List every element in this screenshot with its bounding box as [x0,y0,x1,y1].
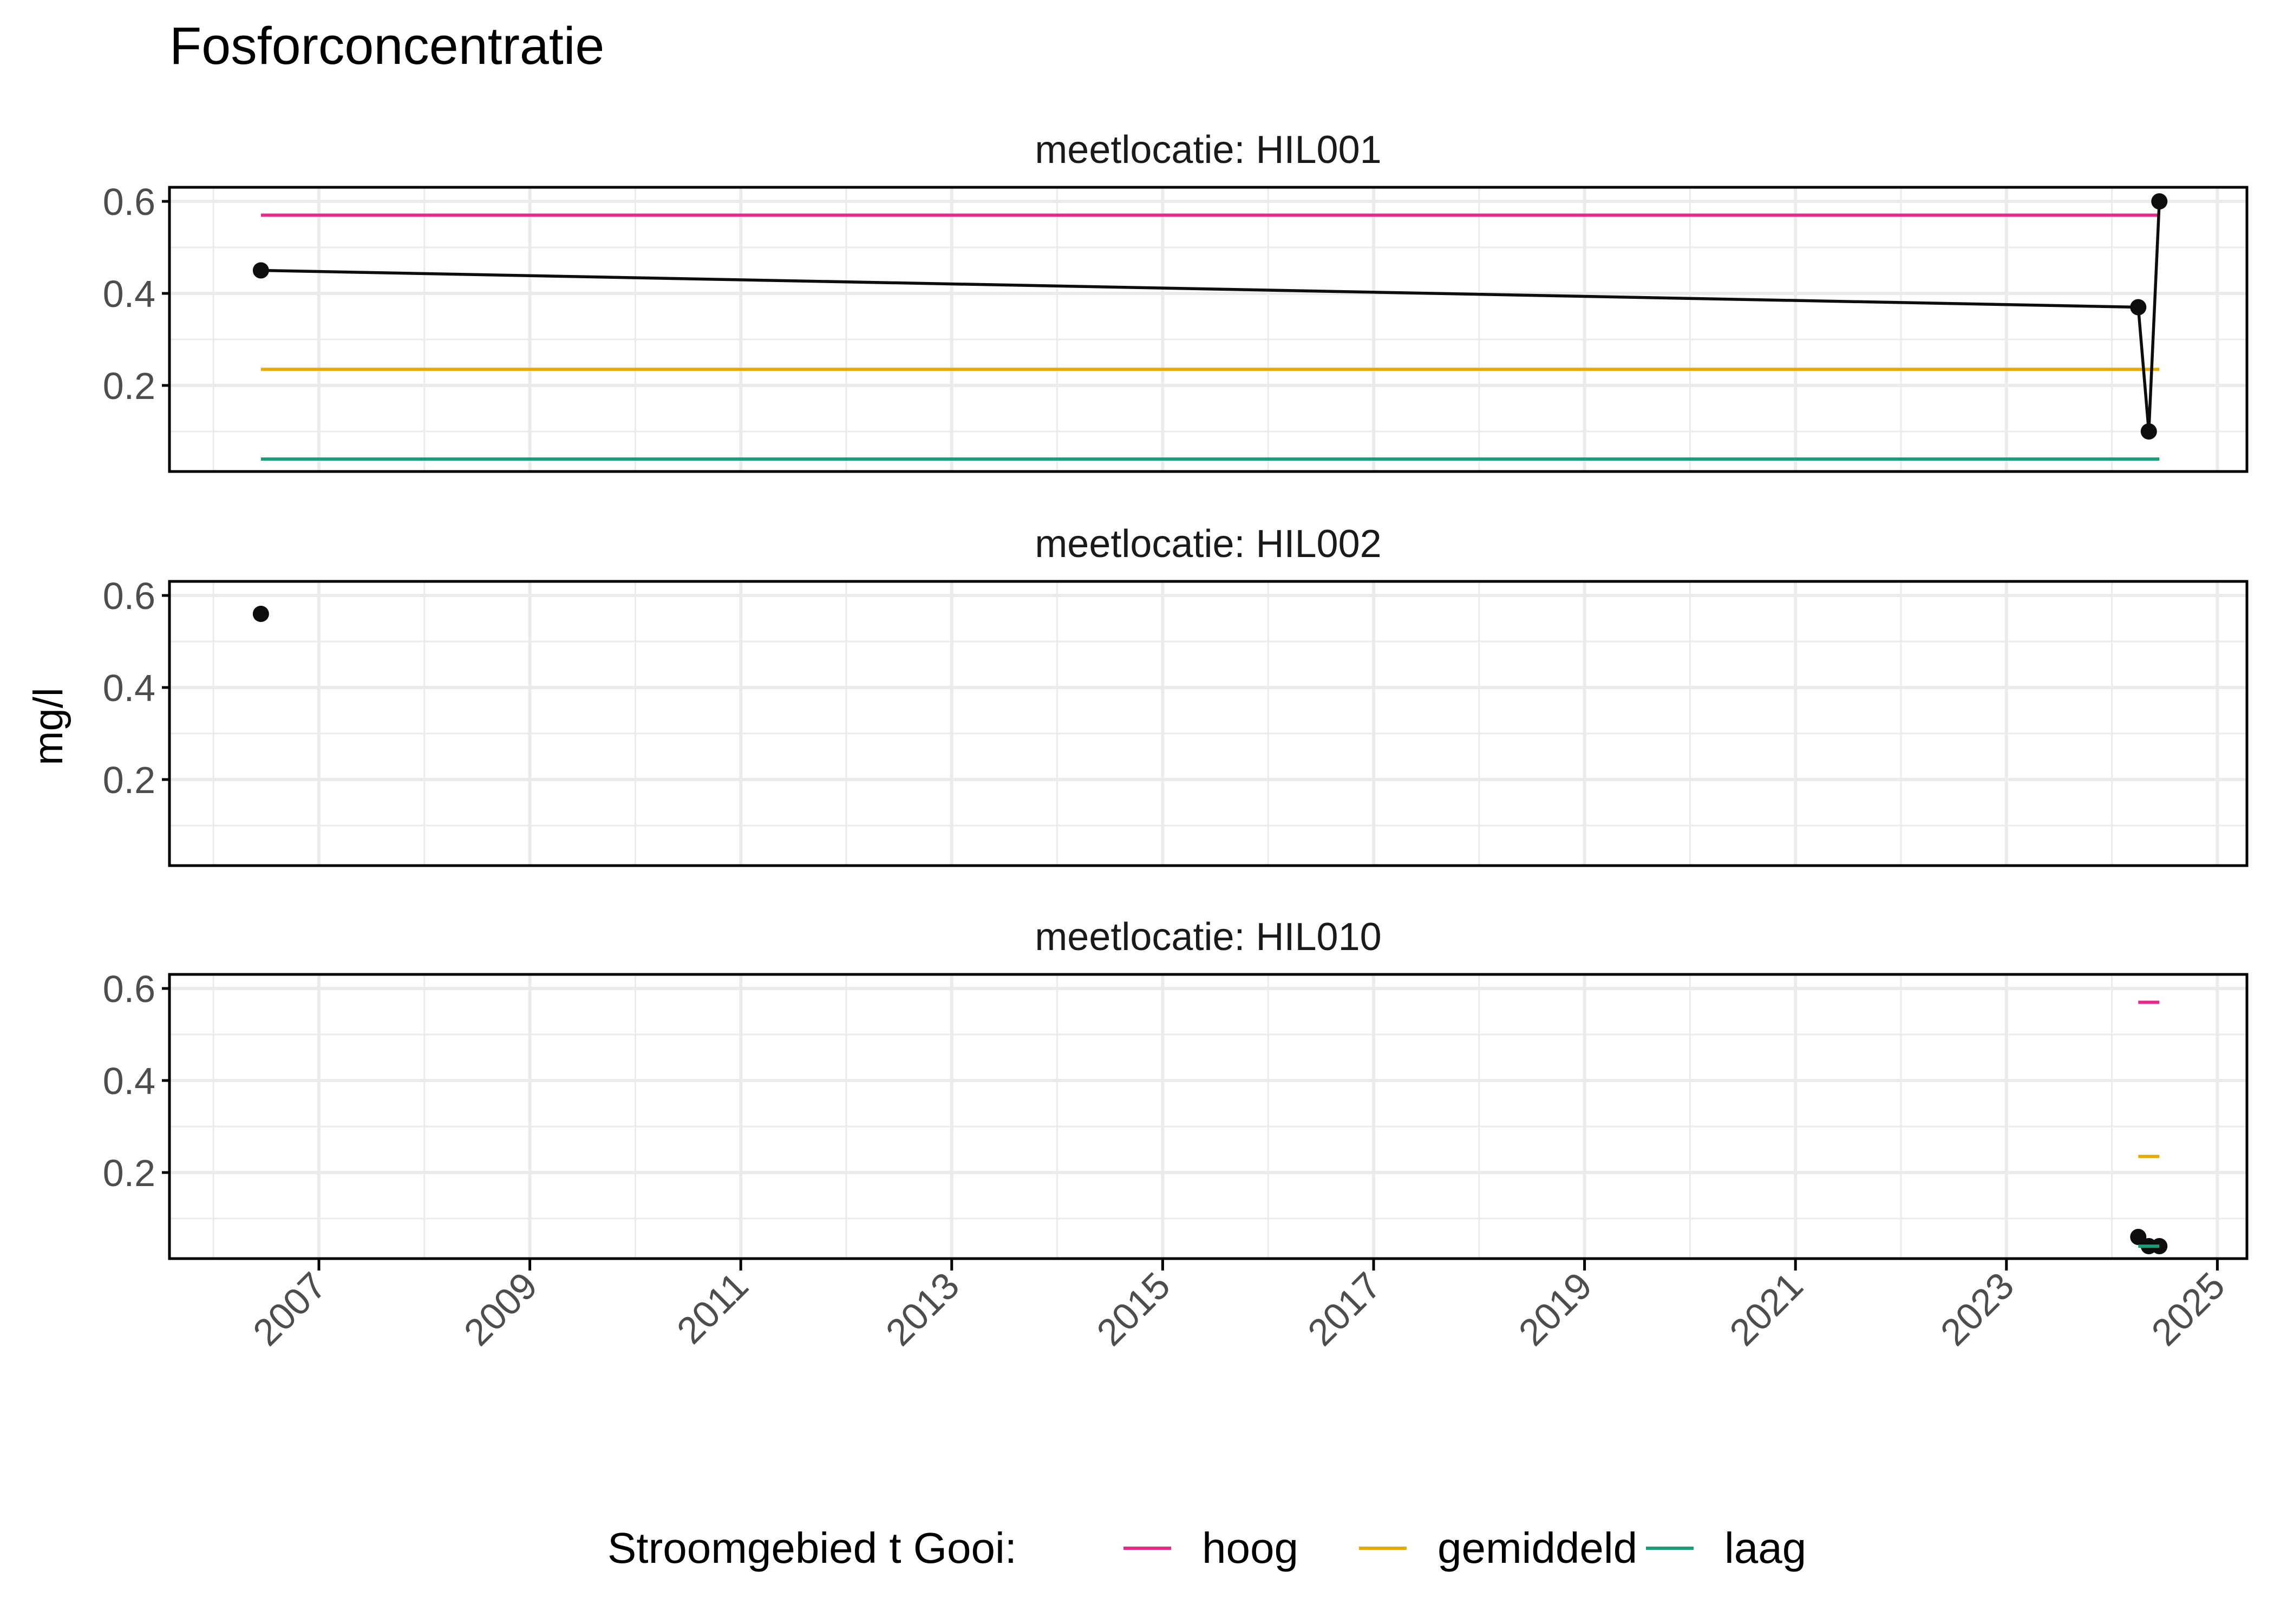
x-tick-label: 2017 [1299,1264,1389,1353]
y-tick-label: 0.2 [103,759,155,801]
y-tick-label: 0.6 [103,968,155,1010]
x-tick-label: 2009 [456,1264,545,1353]
data-point [2151,193,2168,209]
x-axis: 2007 2009 2011 2013 2015 2017 2019 2021 2023 2025 [245,1259,2233,1354]
x-tick-label: 2013 [878,1264,967,1353]
x-tick-label: 2021 [1722,1264,1811,1353]
legend-item-gemiddeld: gemiddeld [1437,1524,1637,1572]
y-tick-label: 0.6 [103,575,155,617]
x-tick-label: 2015 [1089,1264,1178,1353]
x-tick-label: 2025 [2144,1264,2233,1353]
data-point [2130,299,2147,316]
panel-2: meetlocatie: HIL002 0.2 0.4 0.6 [103,522,2249,867]
data-point [252,606,269,622]
legend-item-hoog: hoog [1202,1524,1298,1572]
x-tick-label: 2011 [669,1264,756,1352]
facet-label: meetlocatie: HIL001 [1035,128,1381,172]
legend-item-laag: laag [1724,1524,1806,1572]
y-tick-label: 0.2 [103,1152,155,1194]
chart-title: Fosforconcentratie [169,16,604,75]
data-point [2140,423,2157,440]
legend: Stroomgebied t Gooi: hoog gemiddeld laag [607,1524,1806,1572]
x-tick-label: 2019 [1511,1264,1600,1353]
y-tick-label: 0.2 [103,365,155,407]
x-tick-label: 2023 [1932,1264,2022,1353]
data-point [252,262,269,279]
x-tick-label: 2007 [245,1264,334,1353]
legend-title: Stroomgebied t Gooi: [607,1524,1017,1572]
panel-3: meetlocatie: HIL010 0.2 0.4 0.6 [103,915,2249,1260]
y-axis-label: mg/l [25,687,71,765]
y-tick-label: 0.6 [103,181,155,223]
panel-1: meetlocatie: HIL001 0.2 0.4 0.6 [103,128,2249,473]
facet-label: meetlocatie: HIL002 [1035,522,1381,566]
facet-label: meetlocatie: HIL010 [1035,915,1381,959]
data-line [260,201,2161,432]
y-tick-label: 0.4 [103,1060,155,1102]
data-point [2130,1229,2147,1245]
y-tick-label: 0.4 [103,273,155,315]
panels: meetlocatie: HIL0010.20.40.6meetlocatie:… [103,128,2249,1260]
y-tick-label: 0.4 [103,667,155,709]
